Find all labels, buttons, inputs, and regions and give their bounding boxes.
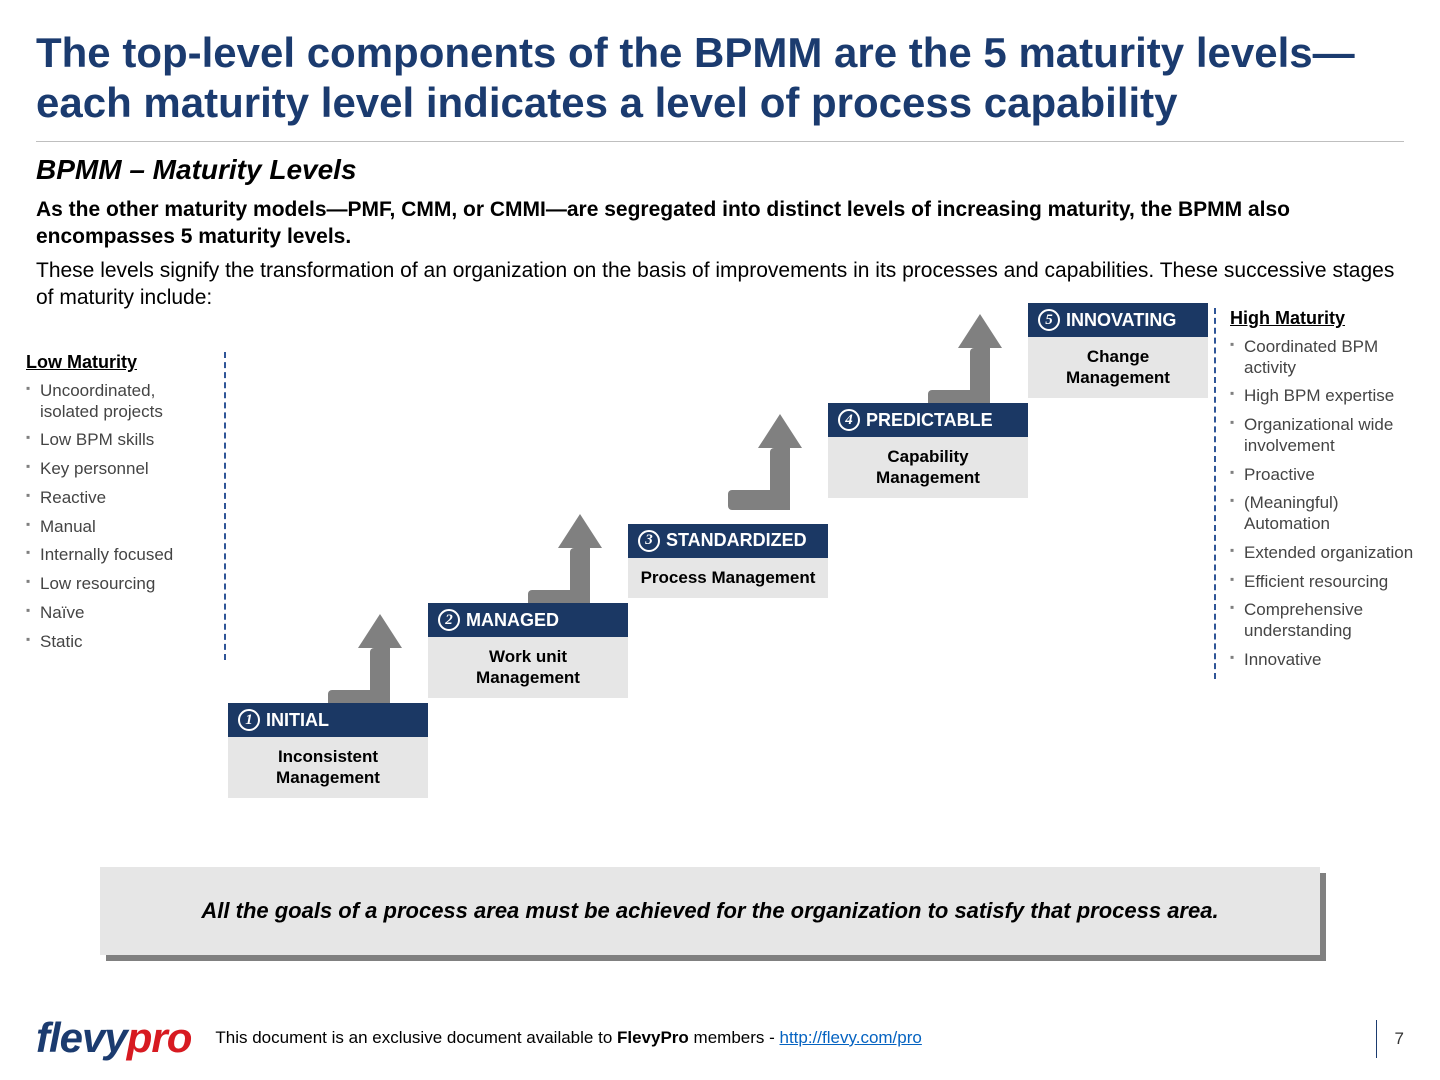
footer-link[interactable]: http://flevy.com/pro [780, 1028, 922, 1047]
step-number: 1 [238, 709, 260, 731]
step-name: INNOVATING [1066, 310, 1176, 331]
list-item: Low BPM skills [26, 430, 216, 451]
list-item: Static [26, 632, 216, 653]
step-4: 4 PREDICTABLE Capability Management [828, 403, 1028, 498]
list-item: Naïve [26, 603, 216, 624]
high-maturity-panel: High Maturity Coordinated BPM activity H… [1214, 308, 1414, 679]
list-item: Key personnel [26, 459, 216, 480]
diagram-stage: Low Maturity Uncoordinated, isolated pro… [36, 308, 1404, 868]
step-3: 3 STANDARDIZED Process Management [628, 524, 828, 598]
footer-text: This document is an exclusive document a… [215, 1028, 921, 1048]
low-maturity-panel: Low Maturity Uncoordinated, isolated pro… [26, 352, 226, 660]
high-maturity-heading: High Maturity [1230, 308, 1414, 329]
list-item: Low resourcing [26, 574, 216, 595]
list-item: Organizational wide involvement [1230, 415, 1414, 456]
list-item: Uncoordinated, isolated projects [26, 381, 216, 422]
step-number: 5 [1038, 309, 1060, 331]
list-item: Internally focused [26, 545, 216, 566]
list-item: Comprehensive understanding [1230, 600, 1414, 641]
list-item: Innovative [1230, 650, 1414, 671]
slide-title: The top-level components of the BPMM are… [36, 28, 1404, 127]
list-item: High BPM expertise [1230, 386, 1414, 407]
lead-bold: As the other maturity models—PMF, CMM, o… [36, 196, 1404, 251]
step-body: Work unit Management [428, 637, 628, 698]
step-body: Change Management [1028, 337, 1208, 398]
list-item: Manual [26, 517, 216, 538]
list-item: (Meaningful) Automation [1230, 493, 1414, 534]
logo: flevypro [36, 1014, 191, 1062]
list-item: Extended organization [1230, 543, 1414, 564]
footer: flevypro This document is an exclusive d… [0, 1014, 1440, 1062]
step-1: 1 INITIAL Inconsistent Management [228, 703, 428, 798]
list-item: Reactive [26, 488, 216, 509]
step-number: 3 [638, 530, 660, 552]
step-name: PREDICTABLE [866, 410, 993, 431]
staircase: 1 INITIAL Inconsistent Management 2 MANAGE… [228, 308, 1194, 818]
divider [36, 141, 1404, 142]
list-item: Proactive [1230, 465, 1414, 486]
step-5: 5 INNOVATING Change Management [1028, 303, 1208, 398]
callout-text: All the goals of a process area must be … [201, 897, 1218, 925]
step-name: STANDARDIZED [666, 530, 807, 551]
step-body: Process Management [628, 558, 828, 598]
step-body: Capability Management [828, 437, 1028, 498]
list-item: Efficient resourcing [1230, 572, 1414, 593]
step-body: Inconsistent Management [228, 737, 428, 798]
slide-subtitle: BPMM – Maturity Levels [36, 154, 1404, 186]
step-number: 2 [438, 609, 460, 631]
step-2: 2 MANAGED Work unit Management [428, 603, 628, 698]
step-name: MANAGED [466, 610, 559, 631]
step-number: 4 [838, 409, 860, 431]
list-item: Coordinated BPM activity [1230, 337, 1414, 378]
page-number: 7 [1376, 1020, 1404, 1058]
step-name: INITIAL [266, 710, 329, 731]
low-maturity-heading: Low Maturity [26, 352, 216, 373]
callout: All the goals of a process area must be … [100, 867, 1320, 955]
